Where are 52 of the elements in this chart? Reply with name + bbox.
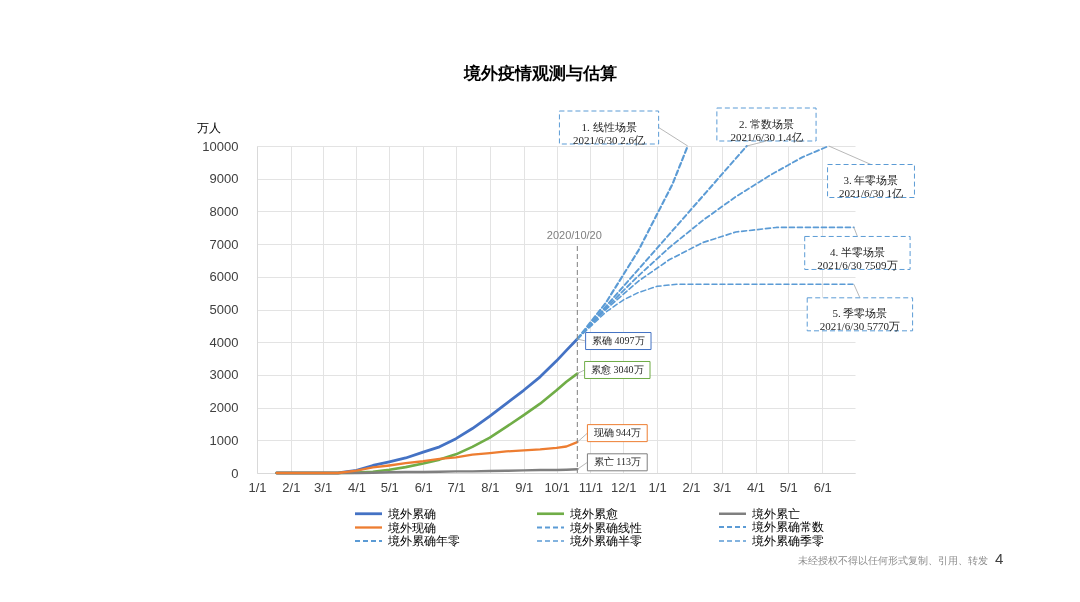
y-tick-label: 8000 [209,203,239,219]
legend-label: 境外累确常数 [750,520,824,534]
legend-label: 境外累确季零 [750,534,824,548]
text: 未经授权不得以任何形式复制、引用、转发 [798,554,988,568]
y-tick-label: 9000 [209,171,239,187]
annotation: 5. 季零场景 2021/6/30 5770万 [819,307,901,333]
x-tick-label: 11/1 [578,479,604,495]
y-tick-label: 5000 [209,302,239,317]
annotation: 3. 年零场景 2021/6/30 1亿 [839,174,903,199]
x-tick-label: 7/1 [447,479,466,495]
legend-label: 境外累愈 [568,506,618,521]
y-tick-label: 6000 [209,269,239,285]
x-tick-label: 9/1 [515,479,534,495]
y-tick-label: 2000 [209,400,239,416]
x-tick-label: 4/1 [347,479,367,495]
x-tick-label: 2/1 [282,479,301,495]
x-tick-label: 3/1 [713,479,732,495]
annotation: 2. 常数场景 2021/6/30 1.4亿 [730,117,803,143]
legend-label: 境外累确年零 [386,534,460,548]
x-tick-label: 5/1 [779,479,798,495]
x-tick-label: 10/1 [544,479,570,495]
x-tick-label: 12/1 [611,479,637,495]
ref-line-label: 2020/10/20 [546,229,602,241]
x-tick-label: 5/1 [380,479,399,495]
annotation: 累确 4097万 [592,335,645,347]
y-tick-label: 3000 [209,367,239,383]
x-tick-label: 6/1 [813,479,832,495]
y-tick-label: 7000 [209,236,239,252]
x-tick-label: 3/1 [314,479,333,495]
chart-title: 境外疫情观测与估算 [462,64,617,83]
text: 4 [995,550,1004,567]
annotation: 1. 线性场景 2021/6/30 2.6亿 [572,120,646,146]
x-tick-label: 6/1 [414,479,433,495]
y-tick-label: 1000 [209,432,239,448]
annotation: 累亡 113万 [593,456,641,468]
y-tick-label: 0 [231,465,239,481]
y-tick-label: 4000 [209,334,239,350]
x-tick-label: 1/1 [248,479,267,495]
annotation: 现确 944万 [593,427,642,439]
legend-label: 境外累确线性 [568,520,642,535]
annotation: 4. 半零场景 2021/6/30 7509万 [817,245,898,271]
legend-label: 境外累确 [386,506,436,521]
x-tick-label: 2/1 [682,479,701,495]
legend-label: 境外累确半零 [568,534,642,548]
x-tick-label: 8/1 [481,479,500,495]
annotation: 累愈 3040万 [591,363,644,375]
legend-label: 境外累亡 [750,506,800,521]
x-tick-label: 4/1 [746,479,766,495]
legend-label: 境外现确 [386,520,436,535]
y-tick-label: 10000 [202,138,239,154]
x-tick-label: 1/1 [648,479,667,495]
y-axis-title: 万人 [196,120,221,135]
